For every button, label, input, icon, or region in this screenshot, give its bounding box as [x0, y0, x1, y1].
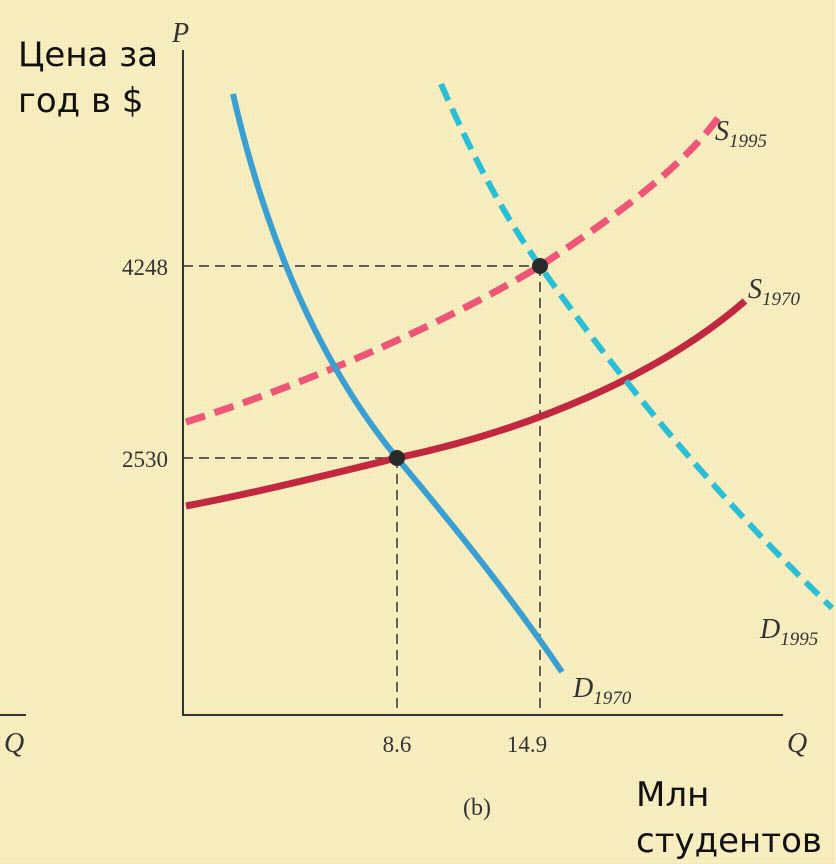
equilibrium-1970	[389, 450, 405, 466]
label-s1970: S1970	[748, 274, 801, 310]
qty-annotation-line-1: Млн	[636, 775, 710, 815]
x-tick-14.9: 14.9	[507, 732, 547, 757]
figure-caption: (b)	[463, 795, 491, 821]
label-s1995: S1995	[715, 116, 767, 152]
left-edge-letter: Q	[4, 728, 24, 759]
demand-1970-curve	[230, 93, 565, 674]
equilibrium-1995	[532, 258, 548, 274]
y-tick-4248: 4248	[122, 255, 168, 280]
y-tick-2530: 2530	[122, 447, 168, 472]
label-d1995: D1995	[759, 614, 818, 650]
x-axis-letter: Q	[787, 728, 807, 759]
demand-1995-curve	[438, 82, 835, 611]
price-axis-annotation: Цена за год в $	[18, 32, 178, 124]
price-annotation-line-2: год в $	[18, 81, 144, 121]
quantity-axis-annotation: Млн студентов	[636, 772, 826, 864]
y-axis-letter: P	[171, 18, 189, 49]
label-d1970: D1970	[572, 673, 632, 709]
qty-annotation-line-2: студентов	[636, 821, 822, 861]
price-annotation-line-1: Цена за	[18, 35, 159, 75]
supply-1995-curve	[184, 115, 721, 426]
x-tick-8.6: 8.6	[383, 732, 412, 757]
supply-1970-curve	[185, 298, 748, 510]
